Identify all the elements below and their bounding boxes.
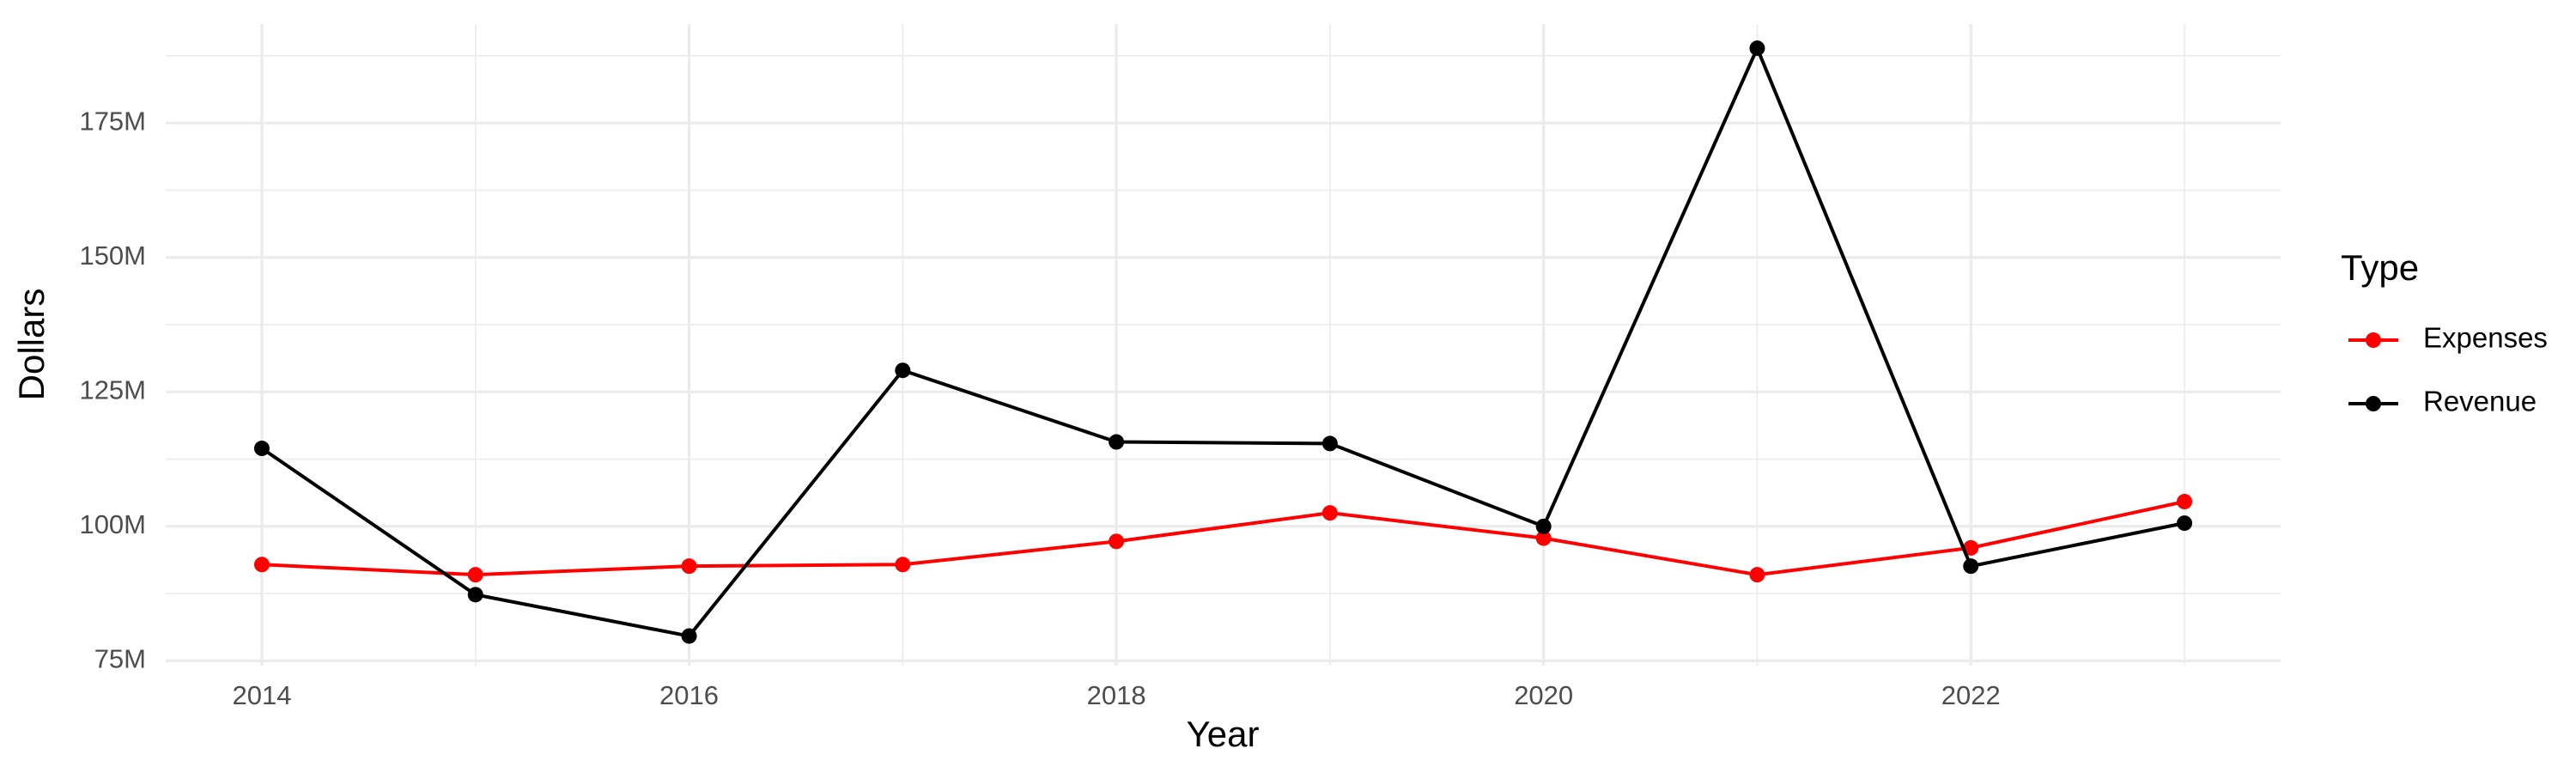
x-axis-title: Year [1187, 714, 1260, 754]
x-tick-label: 2018 [1087, 680, 1146, 710]
x-tick-label: 2020 [1514, 680, 1573, 710]
y-axis-title: Dollars [11, 289, 52, 401]
data-point [253, 441, 270, 457]
data-point [1963, 558, 1979, 575]
data-point [1535, 530, 1552, 546]
y-tick-label: 175M [79, 106, 146, 136]
y-tick-label: 75M [94, 644, 146, 674]
legend-title: Type [2341, 247, 2419, 288]
data-point [1749, 40, 1765, 57]
legend-key-point [2366, 396, 2381, 411]
data-point [2177, 494, 2193, 510]
x-tick-label: 2022 [1941, 680, 2001, 710]
legend-label: Expenses [2423, 322, 2548, 354]
x-tick-label: 2016 [659, 680, 719, 710]
data-point [467, 567, 483, 583]
y-tick-label: 100M [79, 509, 146, 539]
data-point [1321, 435, 1338, 452]
data-point [681, 628, 697, 644]
data-point [2177, 515, 2193, 532]
data-point [467, 587, 483, 603]
data-point [253, 557, 270, 573]
y-tick-label: 125M [79, 374, 146, 405]
data-point [895, 557, 911, 573]
series-line [261, 500, 2185, 577]
data-point [1321, 505, 1338, 521]
data-point [1535, 518, 1552, 534]
x-tick-label: 2014 [232, 680, 291, 710]
data-point [1963, 539, 1979, 556]
data-point [1109, 533, 1125, 550]
data-point [1109, 434, 1125, 450]
legend-label: Revenue [2423, 386, 2537, 417]
y-tick-label: 150M [79, 240, 146, 271]
data-point [895, 362, 911, 379]
legend-key-point [2366, 332, 2381, 348]
series-line [260, 44, 2185, 638]
data-point [1749, 567, 1765, 583]
data-point [681, 558, 697, 575]
